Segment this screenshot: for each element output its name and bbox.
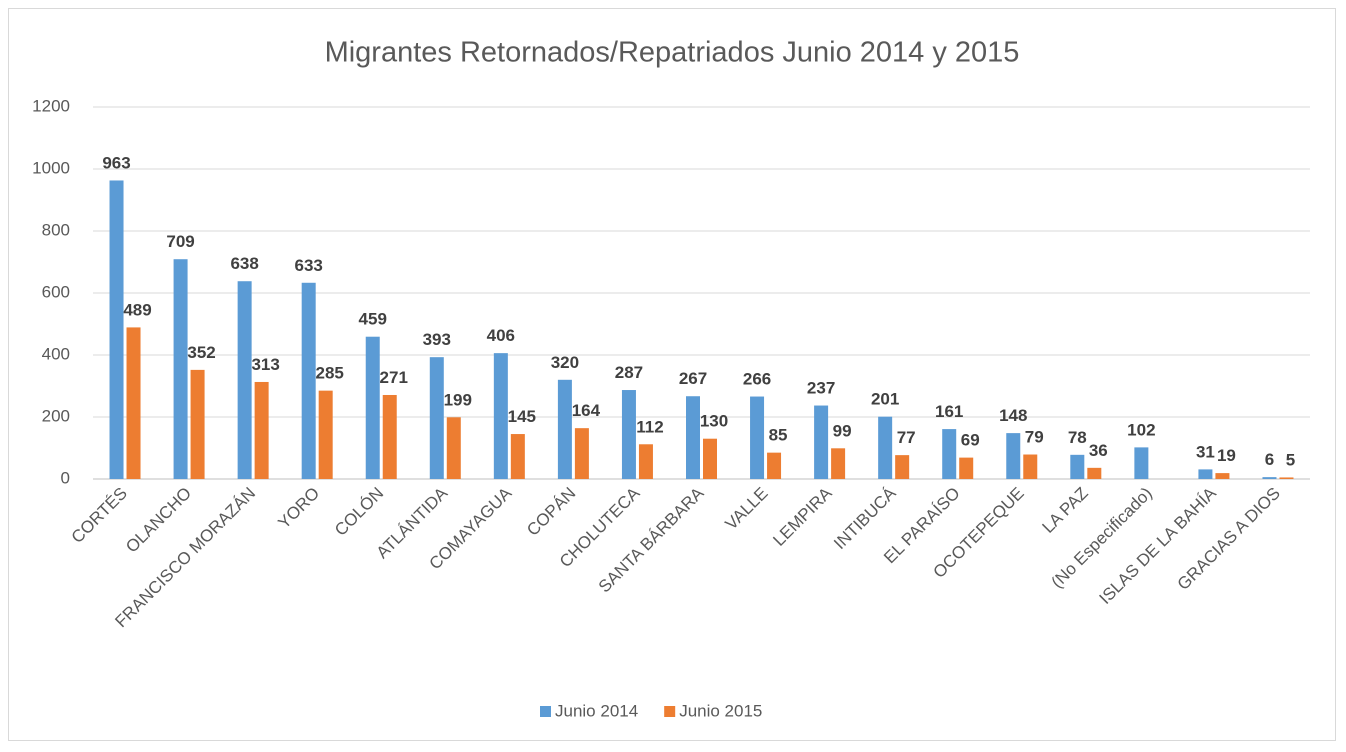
bar — [638, 444, 653, 479]
bar — [1262, 477, 1277, 479]
bar — [767, 452, 782, 479]
data-label: 963 — [102, 153, 130, 172]
bar — [301, 282, 316, 479]
data-label: 459 — [359, 310, 387, 329]
data-label: 102 — [1127, 420, 1155, 439]
bar — [365, 336, 380, 479]
y-tick-label: 200 — [42, 406, 70, 425]
bar — [1087, 467, 1102, 479]
bar — [446, 417, 461, 479]
chart-title: Migrantes Retornados/Repatriados Junio 2… — [325, 37, 1020, 69]
data-label: 633 — [294, 256, 322, 275]
bar — [703, 438, 717, 479]
bar — [1279, 477, 1294, 479]
data-label: 130 — [700, 412, 728, 431]
data-label: 148 — [999, 406, 1027, 425]
data-label: 99 — [833, 421, 852, 440]
y-tick-label: 1200 — [32, 96, 70, 115]
legend-swatch — [540, 706, 551, 717]
data-label: 77 — [897, 428, 916, 447]
data-label: 285 — [315, 364, 343, 383]
bar — [173, 259, 188, 479]
data-label: 85 — [769, 426, 788, 445]
legend-swatch — [664, 706, 676, 717]
data-label: 5 — [1286, 450, 1295, 469]
y-tick-label: 400 — [42, 344, 70, 363]
data-label: 112 — [636, 417, 663, 436]
bar — [959, 457, 974, 479]
bar — [190, 369, 205, 479]
bar — [814, 405, 829, 479]
data-label: 199 — [444, 390, 472, 409]
bar — [686, 396, 700, 479]
bar — [382, 394, 397, 479]
bar — [1070, 454, 1085, 479]
data-label: 271 — [380, 368, 408, 387]
bar — [1198, 469, 1213, 479]
data-label: 201 — [871, 390, 899, 409]
bar — [1023, 454, 1038, 479]
data-label: 638 — [230, 254, 258, 273]
legend-label: Junio 2014 — [555, 701, 638, 720]
data-label: 69 — [961, 431, 980, 450]
bar — [831, 448, 846, 479]
bar — [1215, 473, 1230, 479]
data-label: 237 — [807, 379, 835, 398]
bar — [621, 390, 636, 479]
data-label: 36 — [1089, 441, 1108, 460]
bar — [126, 327, 141, 479]
data-label: 79 — [1025, 428, 1044, 447]
legend-label: Junio 2015 — [679, 701, 762, 720]
data-label: 709 — [166, 232, 194, 251]
bar — [750, 396, 765, 479]
data-label: 393 — [423, 330, 451, 349]
bar — [942, 429, 957, 479]
data-label: 164 — [572, 401, 601, 420]
bar — [1006, 433, 1021, 479]
bar — [109, 180, 124, 479]
y-tick-label: 800 — [42, 220, 70, 239]
y-tick-label: 0 — [61, 468, 70, 487]
bar — [254, 381, 269, 479]
y-tick-label: 1000 — [32, 158, 70, 177]
y-tick-label: 600 — [42, 282, 70, 301]
data-label: 287 — [615, 363, 643, 382]
bar — [237, 281, 252, 479]
bar — [878, 416, 893, 479]
data-label: 352 — [187, 343, 215, 362]
bar — [1134, 447, 1149, 479]
chart-frame — [8, 8, 1336, 741]
bar — [574, 428, 589, 479]
data-label: 266 — [743, 370, 771, 389]
bar — [493, 353, 508, 479]
data-label: 145 — [508, 407, 536, 426]
bar — [318, 390, 333, 479]
data-label: 267 — [679, 369, 707, 388]
data-label: 78 — [1068, 428, 1087, 447]
bar — [557, 379, 572, 479]
bar — [429, 357, 444, 479]
bar — [510, 434, 525, 479]
data-label: 406 — [487, 326, 515, 345]
bar — [895, 455, 910, 479]
data-label: 6 — [1265, 450, 1274, 469]
data-label: 161 — [935, 402, 963, 421]
data-label: 31 — [1196, 442, 1215, 461]
data-label: 19 — [1217, 446, 1236, 465]
data-label: 313 — [251, 355, 279, 374]
data-label: 320 — [551, 353, 579, 372]
data-label: 489 — [123, 300, 151, 319]
